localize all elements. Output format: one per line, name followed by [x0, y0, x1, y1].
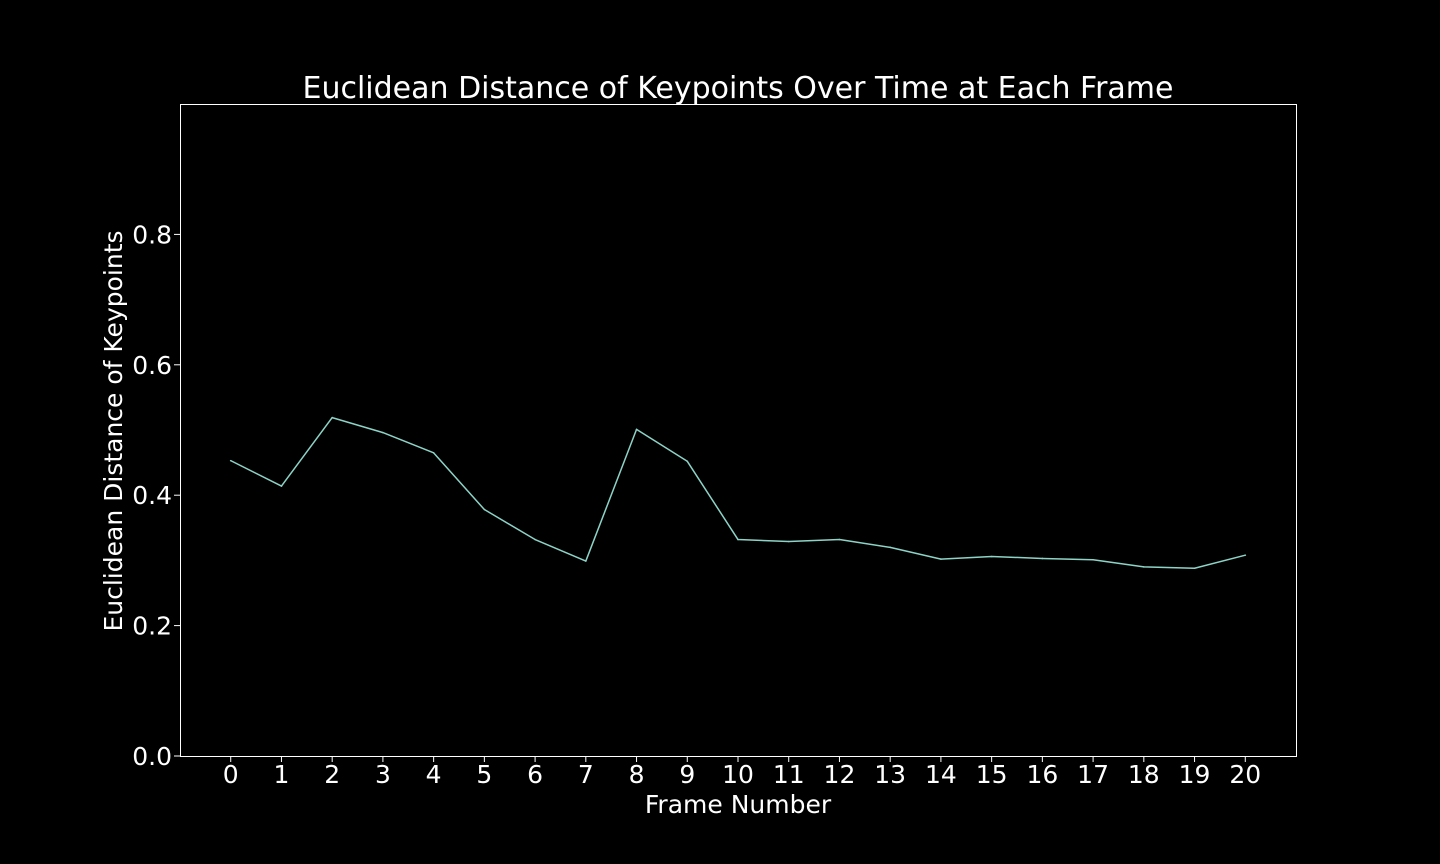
x-tick-label: 9 [679, 760, 695, 789]
x-tick-label: 14 [925, 760, 957, 789]
data-point [635, 428, 638, 431]
x-tick-label: 13 [874, 760, 906, 789]
x-tick-label: 7 [578, 760, 594, 789]
data-point [1041, 557, 1044, 560]
data-point [534, 538, 536, 541]
x-tick-label: 1 [274, 760, 290, 789]
x-tick-label: 15 [976, 760, 1008, 789]
y-axis-ticks: 0.0 0.2 0.4 0.6 0.8 [132, 220, 180, 771]
data-point [737, 538, 739, 541]
series-layer [229, 416, 1247, 570]
y-axis-label: Euclidean Distance of Keypoints [99, 230, 128, 631]
data-point [483, 508, 486, 511]
x-tick-label: 19 [1179, 760, 1211, 789]
x-tick-label: 18 [1128, 760, 1160, 789]
x-tick-label: 2 [324, 760, 340, 789]
data-point [838, 538, 841, 541]
y-tick-label: 0.2 [132, 612, 172, 641]
chart-title: Euclidean Distance of Keypoints Over Tim… [303, 71, 1174, 106]
data-point [1143, 566, 1145, 568]
x-tick-label: 6 [527, 760, 543, 789]
data-point [280, 485, 283, 487]
data-point [1092, 558, 1094, 561]
data-point [1244, 554, 1247, 556]
data-point [229, 459, 232, 462]
x-tick-label: 20 [1229, 760, 1261, 789]
x-tick-label: 11 [773, 760, 805, 789]
data-point [331, 416, 333, 419]
data-point [686, 460, 689, 463]
x-axis-ticks: 0 1 2 3 4 5 6 7 8 9 10 11 12 13 14 15 16 17 18 19 20 [223, 756, 1261, 789]
x-tick-label: 0 [223, 760, 239, 789]
data-point [432, 452, 435, 454]
data-point [382, 431, 384, 434]
x-tick-label: 5 [476, 760, 492, 789]
x-tick-label: 16 [1026, 760, 1058, 789]
y-tick-label: 0.6 [132, 351, 172, 380]
data-point [787, 540, 790, 543]
x-tick-label: 4 [426, 760, 442, 789]
x-tick-label: 12 [824, 760, 856, 789]
x-tick-label: 17 [1077, 760, 1109, 789]
data-point [1193, 567, 1196, 570]
x-tick-label: 8 [629, 760, 645, 789]
x-axis-label: Frame Number [645, 790, 832, 819]
data-point [889, 546, 891, 549]
x-tick-label: 10 [722, 760, 754, 789]
x-tick-label: 3 [375, 760, 391, 789]
y-tick-label: 0.0 [132, 742, 172, 771]
data-point [940, 558, 942, 560]
data-point [990, 555, 993, 558]
data-point [585, 560, 587, 562]
y-tick-label: 0.4 [132, 481, 172, 510]
y-tick-label: 0.8 [132, 220, 172, 249]
